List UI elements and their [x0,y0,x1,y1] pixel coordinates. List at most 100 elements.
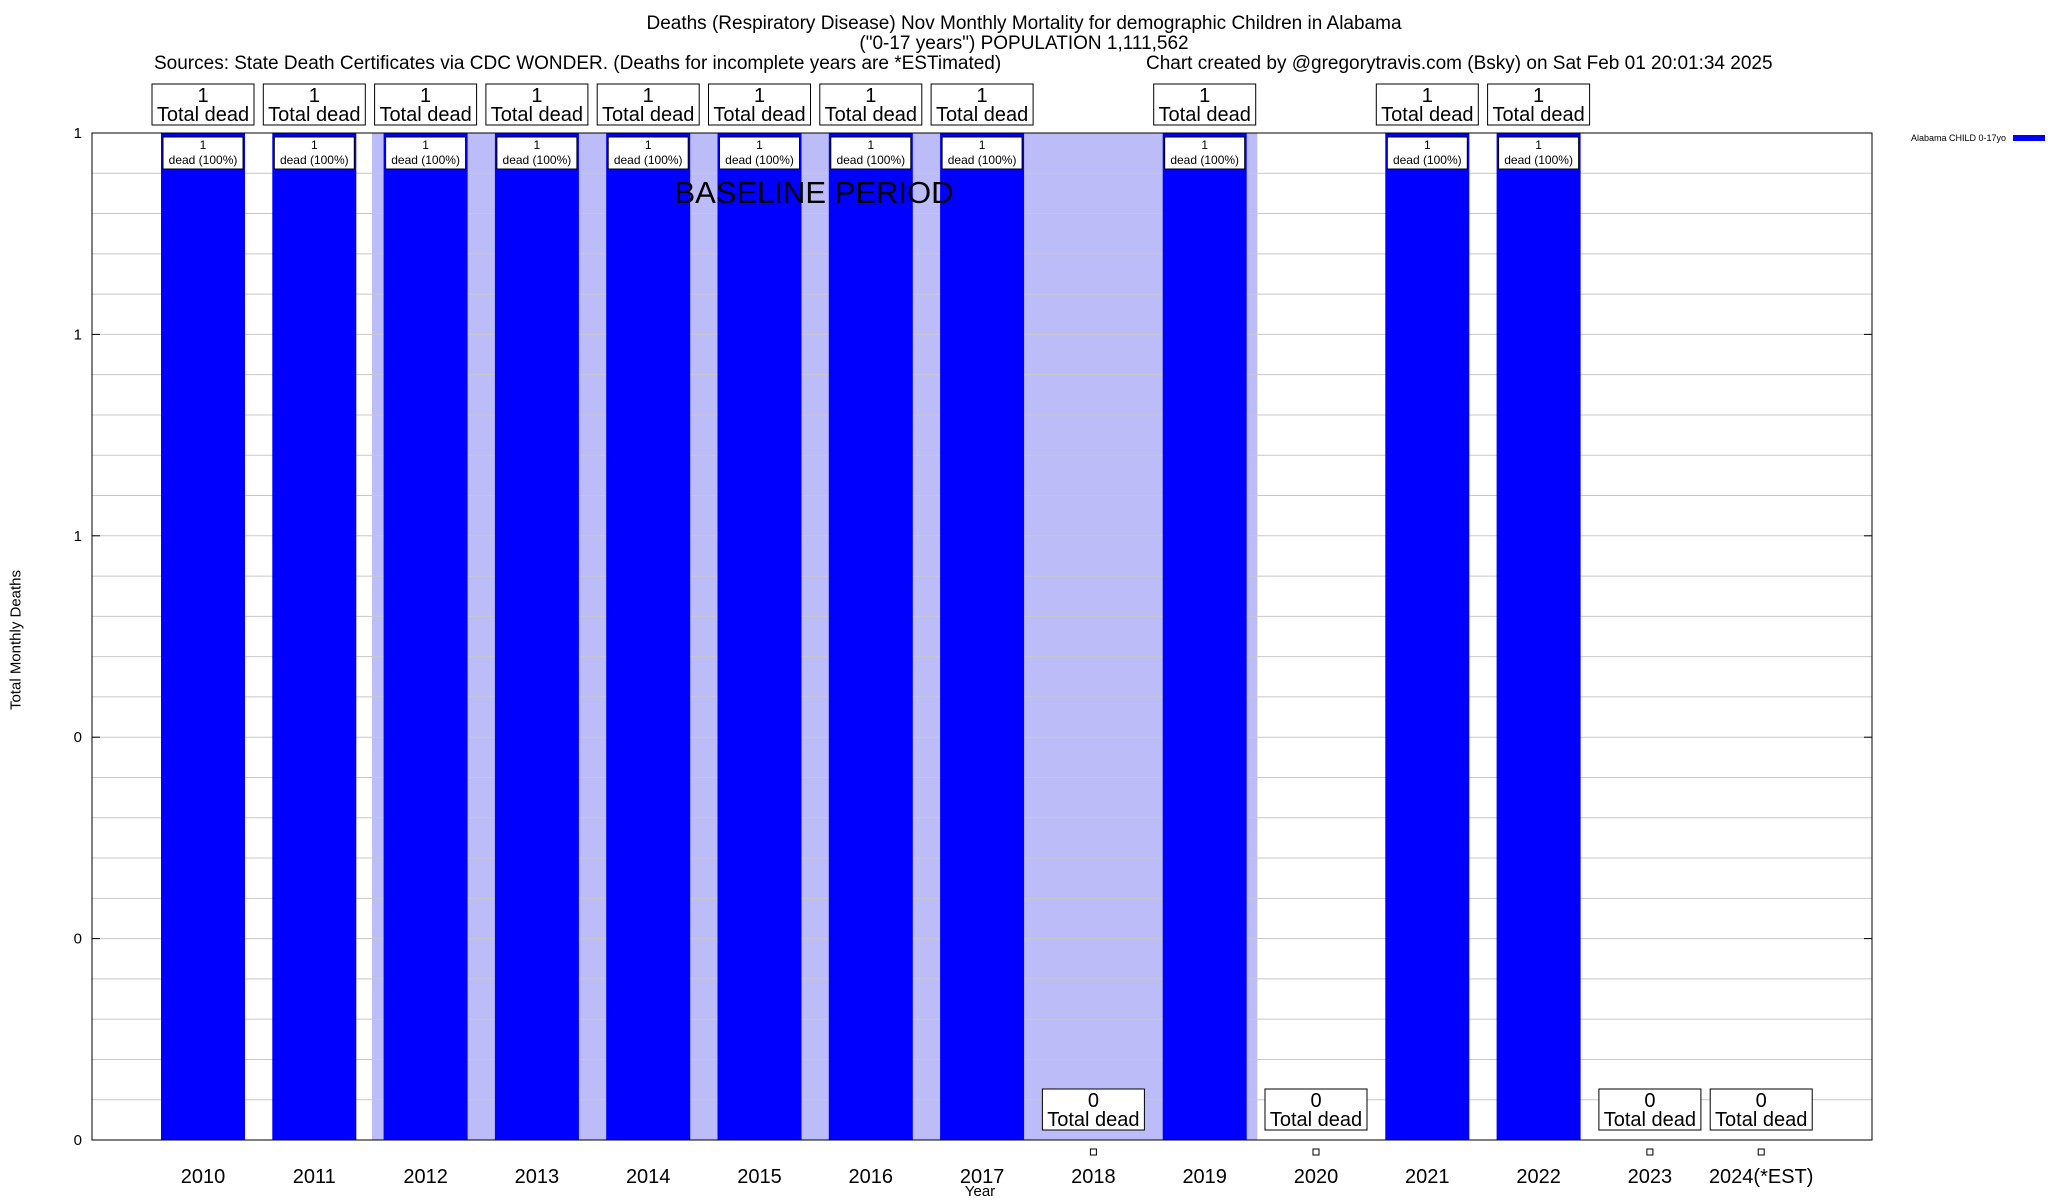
inner-percent-label: dead (100%) [391,153,460,167]
x-tick-label-2015: 2015 [737,1166,782,1188]
inner-count-label: 1 [311,138,318,152]
total-dead-label: Total dead [602,104,694,126]
total-dead-label: Total dead [1604,1109,1696,1131]
bar-2019 [1162,133,1247,1140]
y-tick-label: 1 [74,125,82,142]
total-dead-label: Total dead [1270,1109,1362,1131]
chart-title-line2: ("0-17 years") POPULATION 1,111,562 [859,33,1189,54]
x-tick-label-2012: 2012 [403,1166,448,1188]
total-count-label: 0 [1644,1090,1655,1112]
inner-count-label: 1 [534,138,541,152]
total-count-label: 1 [420,85,431,107]
inner-count-label: 1 [979,138,986,152]
bar-2013 [494,133,579,1140]
inner-percent-label: dead (100%) [503,153,572,167]
total-count-label: 1 [197,85,208,107]
total-dead-label: Total dead [1715,1109,1807,1131]
x-tick-label-2017: 2017 [960,1166,1005,1188]
inner-count-label: 1 [645,138,652,152]
x-tick-label-2013: 2013 [515,1166,560,1188]
total-label-box [1709,1088,1813,1131]
total-dead-label: Total dead [825,104,917,126]
x-tick-label-2011: 2011 [293,1166,336,1188]
inner-label-box [830,136,912,170]
x-tick-label-2021: 2021 [1405,1166,1450,1188]
total-label-box [1598,1088,1702,1131]
total-dead-label: Total dead [379,104,471,126]
inner-count-label: 1 [200,138,207,152]
inner-percent-label: dead (100%) [836,153,905,167]
zero-marker [1089,1148,1097,1156]
zero-marker [1646,1148,1654,1156]
plot-frame [91,132,1873,1141]
bar-2010 [161,133,245,1140]
y-tick-label: 0 [74,1132,82,1149]
inner-count-label: 1 [1424,138,1431,152]
inner-label-box [941,136,1023,170]
inner-percent-label: dead (100%) [280,153,349,167]
total-label-box [1041,1088,1145,1131]
inner-percent-label: dead (100%) [614,153,683,167]
total-dead-label: Total dead [1492,104,1584,126]
total-label-box [708,83,811,126]
inner-label-box [162,136,244,170]
x-tick-label-2023: 2023 [1628,1166,1673,1188]
total-label-box [1264,1088,1368,1131]
total-count-label: 1 [1422,85,1433,107]
total-count-label: 1 [643,85,654,107]
total-label-box [1487,83,1591,126]
chart-credit: Chart created by @gregorytravis.com (Bsk… [1146,53,1773,74]
bar-2015 [717,133,802,1140]
x-tick-label-2010: 2010 [181,1166,226,1188]
total-count-label: 1 [865,85,876,107]
inner-label-box [1498,136,1580,170]
x-tick-label-2022: 2022 [1516,1166,1561,1188]
x-tick-label-2020: 2020 [1294,1166,1339,1188]
legend-swatch [2013,135,2045,141]
total-dead-label: Total dead [1047,1109,1139,1131]
total-dead-label: Total dead [713,104,805,126]
chart-sources: Sources: State Death Certificates via CD… [154,53,1002,74]
x-tick-label-2019: 2019 [1182,1166,1227,1188]
inner-percent-label: dead (100%) [1170,153,1239,167]
inner-label-box [273,136,355,170]
x-tick-label-2016: 2016 [849,1166,894,1188]
inner-label-box [1164,136,1246,170]
total-count-label: 1 [1533,85,1544,107]
total-count-label: 0 [1756,1090,1767,1112]
x-axis-label: Year [964,1183,996,1200]
total-count-label: 1 [977,85,988,107]
total-dead-label: Total dead [1159,104,1251,126]
inner-percent-label: dead (100%) [1393,153,1462,167]
bar-2011 [272,133,357,1140]
y-tick-label: 1 [74,528,82,545]
bar-2014 [606,133,691,1140]
total-count-label: 1 [754,85,765,107]
inner-percent-label: dead (100%) [1504,153,1573,167]
total-count-label: 1 [309,85,320,107]
x-tick-label-2014: 2014 [626,1166,671,1188]
total-label-box [819,83,923,126]
inner-label-box [1386,136,1468,170]
inner-count-label: 1 [867,138,874,152]
total-label-box [1153,83,1257,126]
total-count-label: 0 [1310,1090,1321,1112]
y-axis-label: Total Monthly Deaths [7,569,25,711]
y-tick-label: 0 [74,729,82,746]
inner-percent-label: dead (100%) [725,153,794,167]
inner-label-box [496,136,578,170]
total-count-label: 1 [1199,85,1210,107]
total-dead-label: Total dead [491,104,583,126]
total-count-label: 0 [1088,1090,1099,1112]
total-dead-label: Total dead [1381,104,1473,126]
inner-count-label: 1 [422,138,429,152]
total-label-box [930,83,1034,126]
total-count-label: 1 [531,85,542,107]
y-tick-label: 1 [74,326,82,343]
inner-count-label: 1 [756,138,763,152]
bar-2012 [383,133,468,1140]
inner-label-box [607,136,689,170]
inner-label-box [385,136,467,170]
total-label-box [151,83,255,126]
